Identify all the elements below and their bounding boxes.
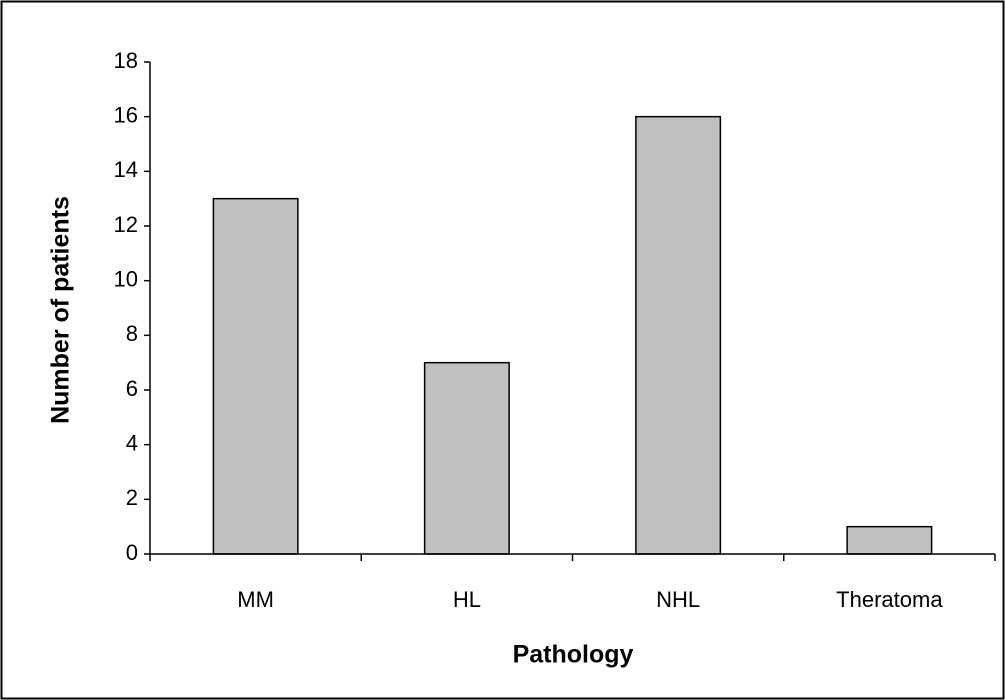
y-tick-label: 6 [126,376,138,401]
y-tick-label: 12 [114,212,138,237]
y-tick-label: 14 [114,157,138,182]
y-tick-label: 18 [114,48,138,73]
bar [212,197,299,555]
x-tick-label: MM [237,587,274,612]
y-tick-label: 4 [126,430,138,455]
y-tick-label: 10 [114,266,138,291]
y-tick-label: 2 [126,485,138,510]
y-tick-label: 16 [114,102,138,127]
x-axis-title: Pathology [513,641,634,669]
bar [846,525,933,555]
x-tick-label: Theratoma [836,587,943,612]
x-tick-label: HL [453,587,481,612]
y-tick-label: 0 [126,540,138,565]
y-tick-label: 8 [126,321,138,346]
bar [423,361,510,555]
y-axis-title: Number of patients [47,196,75,424]
bar [635,115,722,555]
x-tick-label: NHL [656,587,700,612]
